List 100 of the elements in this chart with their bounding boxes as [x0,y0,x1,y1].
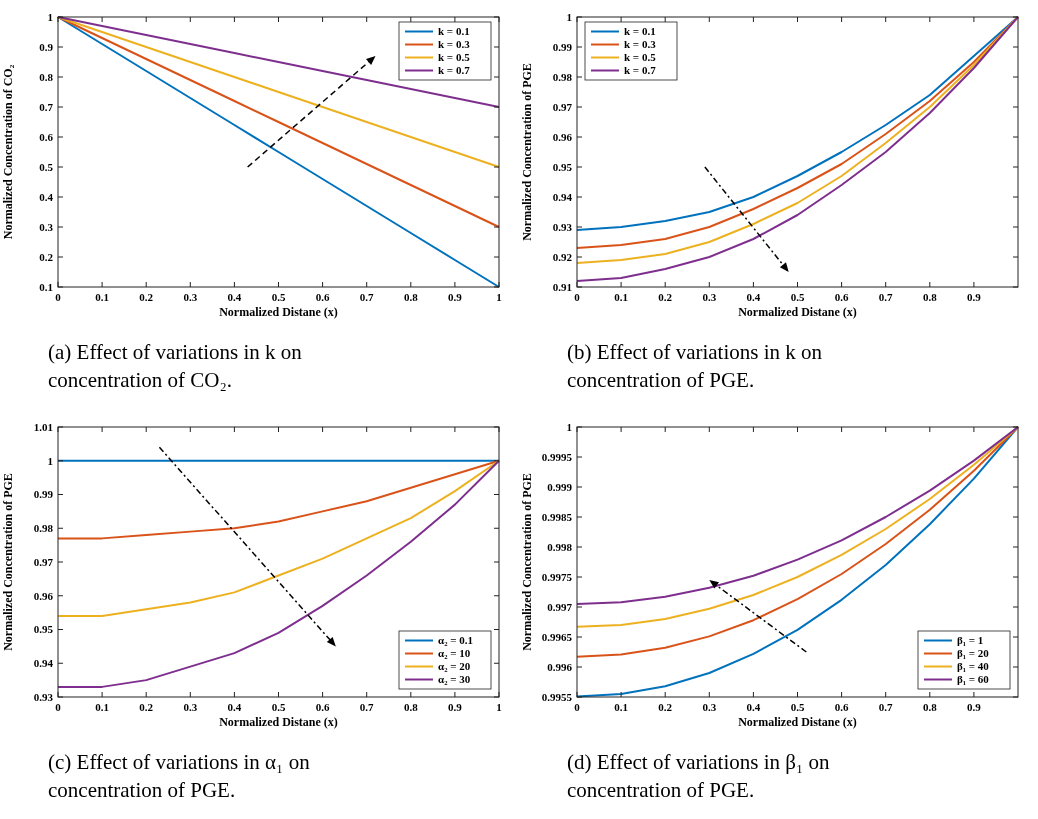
legend-label: k = 0.3 [438,38,471,51]
x-tick-label: 0.7 [878,701,894,713]
y-tick-label: 0.9985 [541,510,573,523]
x-tick-label: 0.9 [448,291,463,303]
x-tick-label: 0.5 [271,701,286,713]
line-series [57,16,500,288]
y-axis-title: Normalized Concentration of PGE [1,473,15,651]
y-tick-label: 0.997 [547,600,573,613]
y-tick-label: 0.9975 [541,570,573,583]
x-tick-label: 0.9 [967,701,982,713]
x-tick-label: 0 [574,701,581,713]
line-series [57,459,500,688]
y-tick-label: 1 [47,454,53,467]
y-tick-label: 0.94 [552,190,573,203]
x-tick-label: 0.6 [834,291,849,303]
y-tick-label: 0.4 [39,190,54,203]
x-tick-label: 0.7 [359,701,375,713]
x-tick-label: 0.1 [95,701,109,713]
legend-label: k = 0.5 [624,51,657,64]
x-tick-label: 0.3 [183,701,198,713]
legend-label: k = 0.1 [624,25,656,38]
y-tick-label: 0.95 [33,623,54,636]
x-tick-label: 0.5 [271,291,286,303]
y-tick-label: 0.98 [33,522,54,535]
x-tick-label: 0.1 [614,701,628,713]
legend-label: β₁ = 40 [957,660,990,673]
legend-label: α₂ = 20 [438,660,471,673]
y-tick-label: 0.98 [552,70,573,83]
x-axis-title: Normalized Distane (x) [738,305,857,319]
y-tick-label: 0.6 [39,130,54,143]
line-series [57,16,500,108]
y-tick-label: 0.8 [39,70,54,83]
y-axis-title: Normalized Concentration of PGE [520,63,534,241]
legend-label: k = 0.7 [438,64,471,77]
x-tick-label: 0.2 [658,701,673,713]
x-tick-label: 1 [496,701,502,713]
x-tick-label: 0.6 [315,701,330,713]
y-tick-label: 1 [566,420,572,433]
legend-label: α₂ = 10 [438,647,471,660]
x-tick-label: 0.3 [702,291,717,303]
x-tick-label: 0.2 [658,291,673,303]
text: (c) Effect of variations in α₁ on concentration of PGE. [48,750,311,802]
y-tick-label: 0.97 [33,555,54,568]
legend-label: β₁ = 20 [957,647,990,660]
x-tick-label: 0.4 [227,701,242,713]
x-axis-title: Normalized Distane (x) [738,715,857,729]
y-tick-label: 0.9995 [541,450,573,463]
y-tick-label: 0.1 [39,280,53,293]
y-tick-label: 0.3 [39,220,54,233]
legend-label: k = 0.1 [438,25,470,38]
y-tick-label: 0.998 [547,540,573,553]
y-tick-label: 1.01 [33,420,53,433]
x-tick-label: 0.9 [967,291,982,303]
x-tick-label: 0.7 [878,291,894,303]
legend-label: α₂ = 0.1 [438,634,473,647]
y-tick-label: 1 [566,10,572,23]
y-tick-label: 0.93 [552,220,573,233]
y-tick-label: 0.9955 [541,690,573,703]
x-tick-label: 0.2 [139,291,154,303]
x-tick-label: 0.1 [614,291,628,303]
legend-label: β₁ = 1 [957,634,984,647]
text: (b) Effect of variations in k on concentration of PGE. [567,340,823,392]
x-tick-label: 0.1 [95,291,109,303]
x-tick-label: 0.8 [403,701,419,713]
line-series [57,16,500,168]
y-tick-label: 0.94 [33,657,54,670]
y-tick-label: 0.999 [547,480,573,493]
x-tick-label: 0.4 [746,701,761,713]
x-tick-label: 0.3 [702,701,717,713]
y-tick-label: 0.93 [33,690,54,703]
text: (d) Effect of variations in β₁ on concentration of PGE. [567,750,831,802]
x-tick-label: 0.9 [448,701,463,713]
x-tick-label: 0.8 [403,291,419,303]
y-tick-label: 0.92 [552,250,573,263]
x-tick-label: 0.5 [790,701,805,713]
x-axis-title: Normalized Distane (x) [219,305,338,319]
legend-label: α₂ = 30 [438,673,471,686]
y-tick-label: 0.9 [39,40,54,53]
y-tick-label: 0.97 [552,100,573,113]
x-tick-label: 0.7 [359,291,375,303]
y-tick-label: 0.96 [33,589,54,602]
y-tick-label: 0.95 [552,160,573,173]
x-tick-label: 0.4 [746,291,761,303]
y-tick-label: 1 [47,10,53,23]
text: (a) Effect of variations in k on concentration of CO₂. [48,340,303,392]
x-tick-label: 0.8 [922,291,938,303]
y-tick-label: 0.996 [547,660,573,673]
y-tick-label: 0.96 [552,130,573,143]
x-tick-label: 0.2 [139,701,154,713]
x-tick-label: 0 [574,291,581,303]
y-tick-label: 0.5 [39,160,54,173]
x-tick-label: 0.4 [227,291,242,303]
line-series [57,459,500,617]
y-axis-title: Normalized Concentration of CO₂ [1,64,15,240]
x-tick-label: 0 [55,701,62,713]
y-axis-title: Normalized Concentration of PGE [520,473,534,651]
x-tick-label: 1 [496,291,502,303]
y-tick-label: 0.99 [33,488,54,501]
x-tick-label: 0.6 [834,701,849,713]
x-tick-label: 0 [55,291,62,303]
